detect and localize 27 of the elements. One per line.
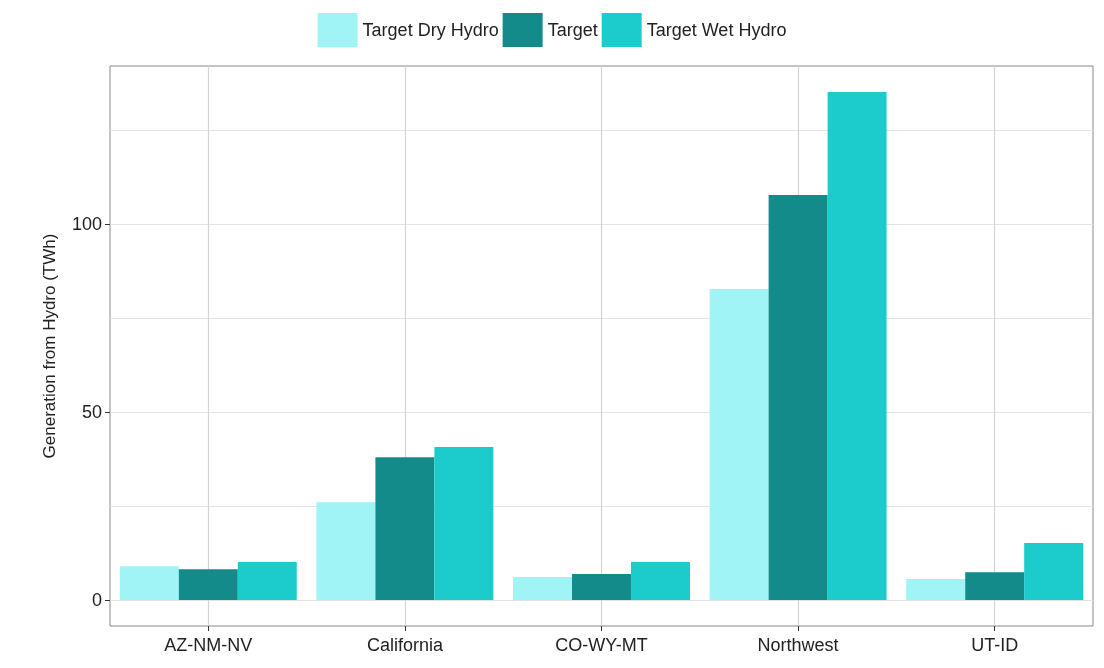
x-tick-label: CO-WY-MT (555, 635, 648, 655)
bar (119, 566, 179, 601)
x-tick-label: Northwest (757, 635, 839, 655)
bar (709, 289, 769, 601)
bar (513, 577, 573, 601)
bar (572, 574, 631, 601)
x-tick-label: UT-ID (971, 635, 1019, 655)
bar (1024, 542, 1084, 601)
bar (237, 562, 297, 601)
x-tick-label: California (366, 635, 444, 655)
legend-label: Target (547, 20, 598, 40)
bar (827, 91, 887, 601)
bar (630, 562, 690, 601)
y-tick-label: 50 (81, 402, 102, 422)
bar (375, 457, 435, 601)
bar (965, 572, 1025, 601)
bar (316, 502, 376, 601)
bar (434, 446, 494, 601)
y-axis-title: Generation from Hydro (TWh) (40, 233, 59, 459)
bar (906, 578, 966, 601)
bar (768, 195, 828, 601)
bar (178, 569, 238, 601)
x-tick-label: AZ-NM-NV (164, 635, 253, 655)
y-tick-label: 0 (91, 590, 102, 611)
y-tick-label: 100 (71, 213, 102, 234)
legend-label: Target Dry Hydro (362, 20, 499, 40)
legend-label: Target Wet Hydro (646, 20, 787, 40)
